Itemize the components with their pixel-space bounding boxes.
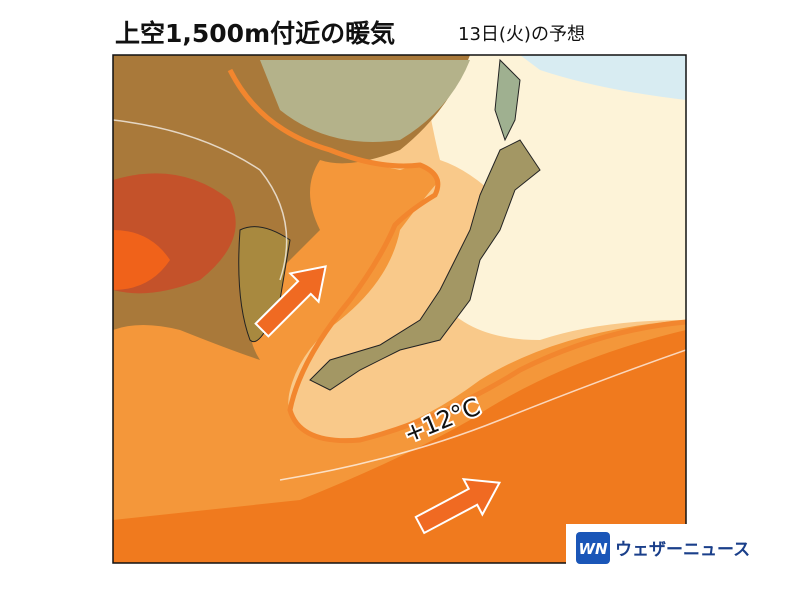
logo-mark: WN <box>578 540 608 558</box>
band-cream <box>420 55 686 340</box>
logo-mark-bg <box>576 532 610 564</box>
band-cold <box>520 55 686 100</box>
japan-islands <box>309 139 541 391</box>
warm-arrow <box>254 265 327 338</box>
warm-arrow <box>414 477 502 535</box>
map-frame <box>112 54 687 564</box>
title: 上空1,500m付近の暖気 <box>115 19 395 48</box>
sakhalin <box>494 58 521 142</box>
contour-line <box>279 349 686 481</box>
hot-core <box>113 230 170 290</box>
contour-12c <box>227 68 686 444</box>
subtitle: 13日(火)の予想 <box>458 24 585 45</box>
contour-line <box>113 119 288 281</box>
logo-name: ウェザーニュース <box>615 540 750 560</box>
korea <box>238 226 291 343</box>
north-land <box>260 60 470 142</box>
map-area: +12°C <box>113 55 686 563</box>
